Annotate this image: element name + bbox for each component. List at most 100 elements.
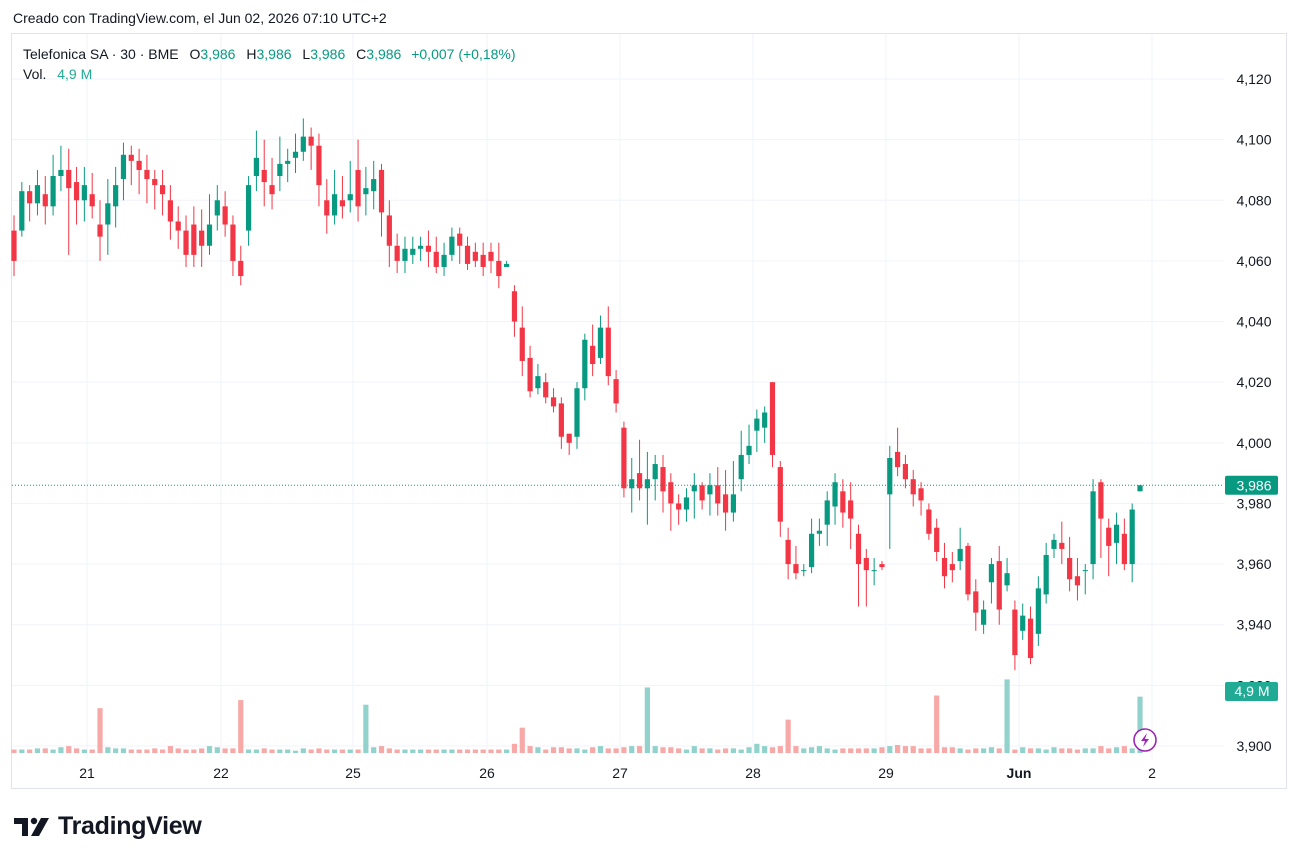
candle-body [582, 339, 588, 389]
price-tick-label: 4,080 [1236, 192, 1271, 208]
candle-body [746, 445, 752, 455]
candle-body [981, 609, 987, 625]
candle-body [300, 136, 306, 152]
volume-bar [668, 747, 674, 753]
volume-bar [738, 749, 744, 753]
volume-bar [152, 748, 158, 753]
high-label: H [246, 46, 257, 62]
volume-bar [50, 749, 56, 753]
candle-body [801, 570, 807, 572]
candle-body [425, 245, 432, 252]
time-tick-label: 26 [479, 765, 495, 781]
candle-body [668, 482, 674, 504]
volume-bar [347, 749, 353, 753]
price-tick-label: 4,000 [1236, 435, 1271, 451]
candle-body [871, 570, 877, 572]
volume-bar [1121, 746, 1127, 753]
volume-bar [97, 708, 103, 753]
volume-bar [566, 748, 572, 753]
volume-bar [973, 748, 979, 753]
candle-body [527, 357, 533, 392]
candle-body [636, 473, 643, 489]
candle-body [808, 533, 815, 568]
volume-bar [660, 747, 666, 753]
volume-bar [331, 749, 338, 753]
candle-body [410, 248, 416, 255]
candle-body [449, 236, 455, 255]
candle-body [167, 200, 173, 222]
candle-body [418, 245, 424, 249]
tradingview-logo-icon [14, 817, 49, 836]
candle-body [66, 169, 72, 189]
volume-bar [230, 748, 236, 753]
candle-body [535, 376, 541, 389]
candle-body [988, 564, 995, 583]
volume-bar [261, 748, 267, 753]
candle-body [934, 527, 940, 552]
volume-bar [879, 747, 885, 753]
volume-bar [613, 748, 619, 753]
volume-bar [105, 747, 111, 753]
symbol-name[interactable]: Telefonica SA · 30 · BME [23, 46, 179, 62]
volume-bar [996, 748, 1002, 753]
candle-body [355, 169, 361, 207]
candle-body [730, 494, 736, 513]
volume-bar [464, 749, 471, 753]
time-tick-label: 27 [612, 765, 628, 781]
volume-bar [801, 748, 807, 753]
candle-body [27, 191, 33, 204]
candle-body [488, 251, 494, 261]
candle-body [941, 558, 948, 577]
volume-bar [308, 749, 314, 753]
volume-bar [699, 748, 705, 753]
volume-bar [707, 748, 713, 753]
candle-body [386, 215, 392, 246]
volume-bar [918, 748, 924, 753]
symbol-legend: Telefonica SA · 30 · BME O3,986 H3,986 L… [23, 44, 516, 64]
open-value: 3,986 [200, 46, 236, 62]
candle-body [316, 145, 322, 186]
volume-bar [504, 749, 510, 753]
candle-body [1137, 485, 1143, 492]
candle-body [183, 230, 189, 255]
candle-body [699, 485, 705, 501]
candle-body [1051, 539, 1057, 549]
candle-body [480, 254, 486, 267]
candle-body [285, 160, 291, 164]
candle-body [269, 185, 275, 195]
volume-bar [183, 749, 189, 753]
candle-body [1004, 573, 1010, 586]
candle-body [144, 169, 150, 180]
candle-body [887, 457, 893, 495]
volume-bar [206, 746, 213, 753]
time-tick-label: 29 [878, 765, 894, 781]
candle-body [58, 169, 64, 177]
volume-bar [496, 749, 502, 753]
candle-body [472, 251, 478, 261]
volume-bar [754, 743, 760, 753]
volume-bar [175, 748, 181, 753]
candle-body [605, 327, 611, 377]
last-price-badge: 3,986 [1225, 475, 1278, 495]
volume-bar [144, 749, 150, 753]
candle-body [230, 224, 236, 261]
volume-bar [683, 749, 690, 753]
candle-body [73, 182, 80, 201]
price-tick-label: 4,100 [1236, 132, 1271, 148]
volume-bar [11, 749, 17, 753]
volume-bar [378, 746, 385, 753]
volume-badge: 4,9 M [1225, 682, 1278, 701]
volume-bar [582, 749, 588, 753]
candle-body [926, 509, 932, 534]
volume-bar [27, 749, 33, 753]
tradingview-brand[interactable]: TradingView [58, 812, 202, 840]
open-label: O [189, 46, 201, 62]
volume-bar [511, 743, 518, 753]
candle-body [597, 327, 604, 358]
candle-body [848, 500, 854, 519]
volume-bar [769, 747, 776, 753]
volume-bar [715, 749, 721, 753]
lightning-icon[interactable] [1133, 728, 1157, 752]
time-tick-label: 25 [345, 765, 361, 781]
